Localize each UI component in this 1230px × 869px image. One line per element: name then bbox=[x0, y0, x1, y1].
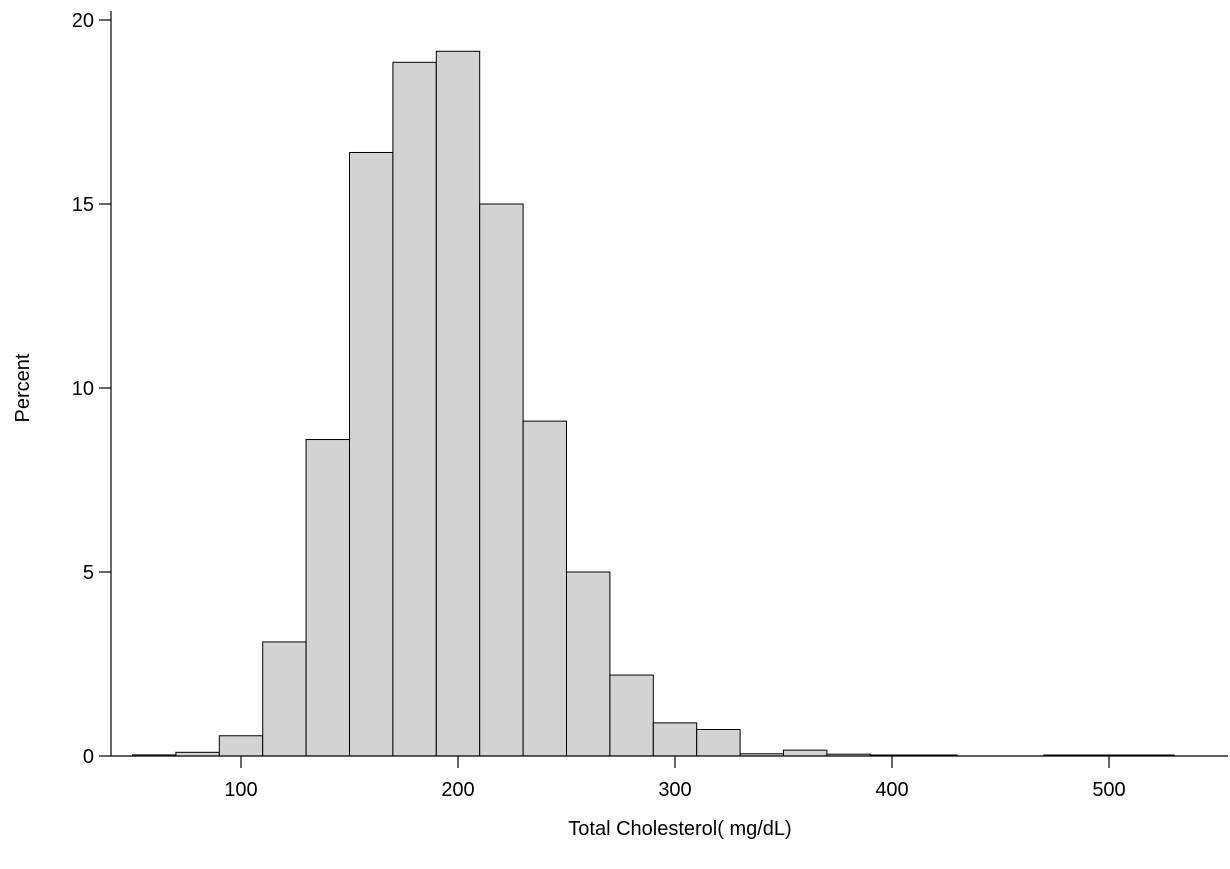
y-axis-title: Percent bbox=[12, 353, 34, 422]
bars-group bbox=[132, 50, 1175, 757]
x-tick-label: 200 bbox=[441, 779, 474, 801]
x-tick-label: 400 bbox=[875, 779, 908, 801]
histogram-bar bbox=[652, 722, 698, 757]
y-tick-label: 10 bbox=[72, 378, 94, 400]
ticks-group: 0 5 10 15 20 100 200 300 400 500 bbox=[72, 10, 1126, 801]
y-tick-label: 5 bbox=[83, 562, 94, 584]
y-tick-label: 15 bbox=[72, 194, 94, 216]
histogram-bar bbox=[435, 50, 481, 757]
x-tick-label: 300 bbox=[658, 779, 691, 801]
x-tick-label: 100 bbox=[224, 779, 257, 801]
axes-group bbox=[110, 11, 1228, 757]
y-tick-label: 20 bbox=[72, 10, 94, 32]
y-tick-label: 0 bbox=[83, 746, 94, 768]
histogram-bar bbox=[218, 735, 264, 757]
histogram-bar bbox=[522, 420, 567, 757]
histogram-bar bbox=[479, 203, 524, 757]
x-axis-title: Total Cholesterol( mg/dL) bbox=[568, 818, 791, 840]
histogram-bar bbox=[392, 61, 437, 757]
histogram-bar bbox=[305, 439, 351, 757]
histogram-bar bbox=[609, 674, 654, 757]
histogram-bar bbox=[262, 641, 307, 757]
x-tick-label: 500 bbox=[1092, 779, 1125, 801]
histogram-bar bbox=[566, 571, 611, 757]
histogram-bar bbox=[783, 749, 828, 757]
histogram-bar bbox=[349, 151, 394, 757]
histogram-bar bbox=[696, 729, 741, 757]
